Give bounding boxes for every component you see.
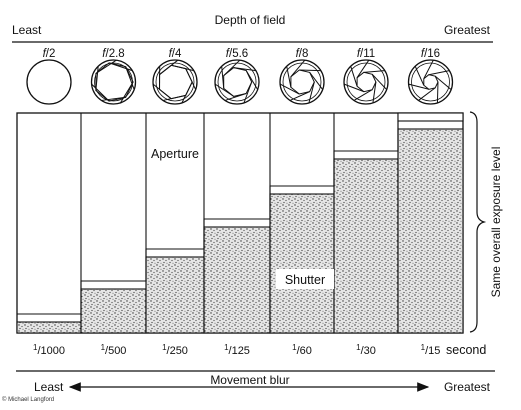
shutter-step-bar [17,322,81,333]
shutter-step-bar [270,194,334,333]
f-stop-label: f/4 [169,48,182,60]
top-axis-title: Depth of field [215,13,286,27]
aperture-top-cap [398,113,463,121]
aperture-iris-icon [344,60,388,104]
shutter-speed-label: 1/30 [356,343,376,357]
f-stop-label: f/11 [357,48,375,60]
curly-brace [470,112,484,332]
shutter-speed-label: 1/1000 [33,343,65,357]
f-stop-label: f/8 [296,48,309,60]
side-brace: Same overall exposure level [470,112,503,332]
aperture-iris-icon [409,60,453,104]
shutter-speed-label: 1/60 [292,343,312,357]
shutter-region-label: Shutter [285,273,325,287]
aperture-iris-icon [215,60,259,104]
aperture-iris-icon [27,60,71,104]
bottom-axis-greatest-label: Greatest [444,380,491,394]
f-stop-labels: f/2 f/2.8 f/4 f/5.6 f/8 f/11 f/16 [43,48,441,60]
shutter-step-bar [81,289,146,333]
f-stop-label: f/2.8 [102,48,124,60]
top-axis-least-label: Least [12,23,42,37]
movement-blur-axis: Movement blur Least Greatest [16,371,495,394]
copyright-text: © Michael Langford [2,396,54,403]
aperture-region-label: Aperture [151,147,199,161]
shutter-speed-label: 1/500 [101,343,127,357]
bottom-axis-least-label: Least [34,380,64,394]
shutter-speed-label: 1/250 [162,343,188,357]
bottom-axis-title: Movement blur [210,373,289,387]
exposure-step-chart: Aperture Shutter [17,113,463,333]
side-label: Same overall exposure level [489,147,503,298]
shutter-speed-labels: 1/1000 1/500 1/250 1/125 1/60 1/30 1/15 [33,343,440,357]
aperture-iris-icon [92,60,136,104]
f-stop-label: f/16 [421,48,440,60]
aperture-iris-icon [280,60,324,104]
depth-of-field-axis: Least Depth of field Greatest [12,13,493,42]
f-stop-label: f/2 [43,48,56,60]
second-unit-label: second [446,343,486,357]
aperture-iris-icon [153,60,197,104]
shutter-speed-label: 1/15 [421,343,441,357]
aperture-icons [27,60,453,104]
shutter-step-bar [334,159,398,333]
shutter-step-bar [204,227,270,333]
top-axis-greatest-label: Greatest [444,23,491,37]
shutter-speed-label: 1/125 [224,343,250,357]
shutter-step-bar [398,129,463,333]
shutter-step-bar [146,257,204,333]
f-stop-label: f/5.6 [226,48,248,60]
